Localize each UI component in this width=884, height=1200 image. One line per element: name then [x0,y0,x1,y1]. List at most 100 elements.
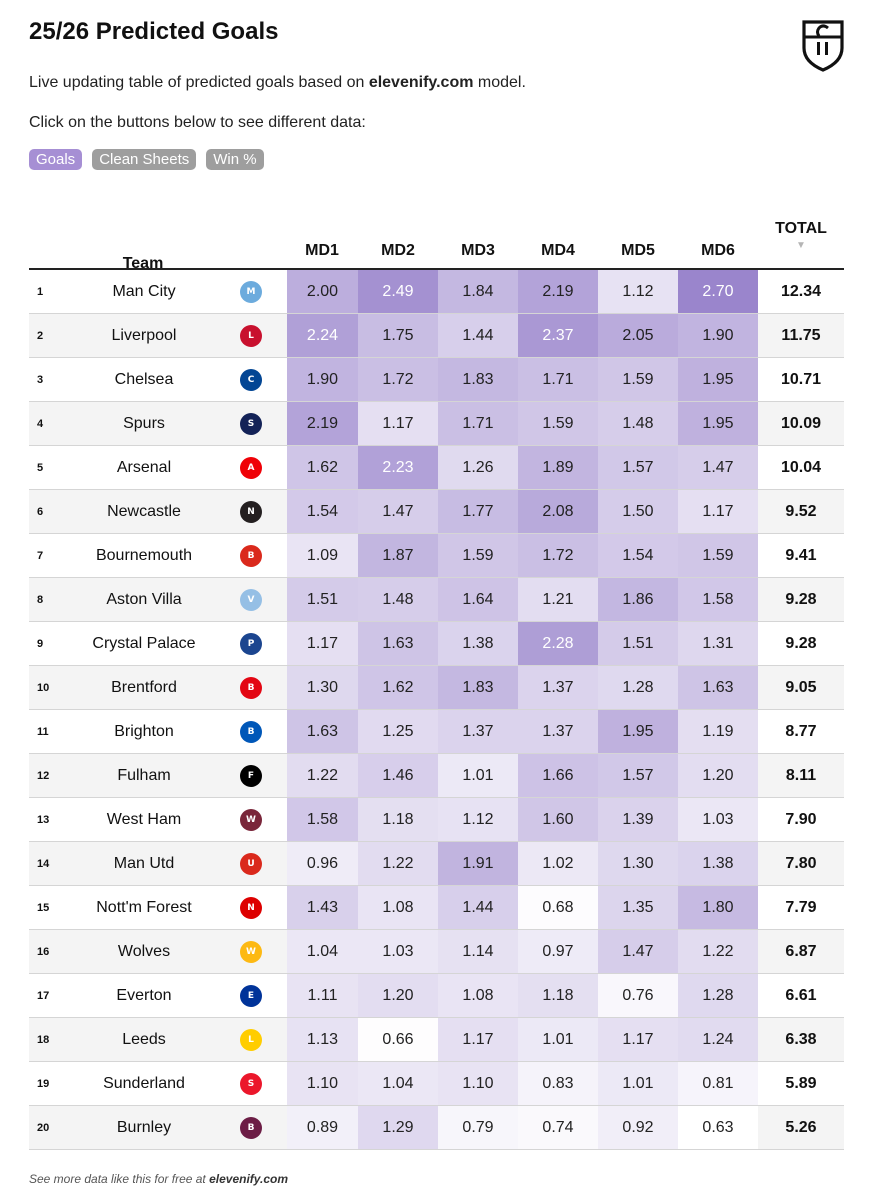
team-crest-icon: P [240,633,262,655]
md3-column-header[interactable]: MD3 [461,242,495,259]
team-crest-icon: V [240,589,262,611]
md4-value-cell: 1.89 [518,446,598,489]
table-row: 13 West Ham W 1.58 1.18 1.12 1.60 1.39 1.03 7.90 [29,798,844,842]
md4-value-cell: 2.08 [518,490,598,533]
team-column-header[interactable]: Team [122,255,164,272]
team-crest-icon: A [240,457,262,479]
team-name-cell: Leeds [122,1031,166,1048]
md3-value-cell: 1.01 [438,754,518,797]
md6-value-cell: 1.95 [678,358,758,401]
footer-note: See more data like this for free at elev… [29,1172,288,1186]
table-row: 4 Spurs S 2.19 1.17 1.71 1.59 1.48 1.95 10.09 [29,402,844,446]
md5-value-cell: 1.28 [598,666,678,709]
md1-value-cell: 1.51 [287,578,358,621]
rank-cell: 3 [37,374,44,386]
md2-value-cell: 1.17 [358,402,438,445]
table-row: 7 Bournemouth B 1.09 1.87 1.59 1.72 1.54 1.59 9.4… [29,534,844,578]
table-row: 12 Fulham F 1.22 1.46 1.01 1.66 1.57 1.20 8.11 [29,754,844,798]
rank-cell: 7 [37,550,44,562]
rank-cell: 10 [37,682,50,694]
md1-value-cell: 1.10 [287,1062,358,1105]
md5-value-cell: 1.50 [598,490,678,533]
table-row: 3 Chelsea C 1.90 1.72 1.83 1.71 1.59 1.95 10.71 [29,358,844,402]
win-percent-button[interactable]: Win % [206,149,264,170]
md1-value-cell: 1.43 [287,886,358,929]
md2-value-cell: 1.03 [358,930,438,973]
md1-value-cell: 2.00 [287,270,358,313]
md6-column-header[interactable]: MD6 [701,242,735,259]
total-value-cell: 11.75 [781,327,821,344]
md1-value-cell: 1.58 [287,798,358,841]
md1-column-header[interactable]: MD1 [305,242,339,259]
md4-column-header[interactable]: MD4 [541,242,575,259]
total-value-cell: 6.38 [785,1031,817,1048]
rank-cell: 13 [37,814,50,826]
subtitle: Live updating table of predicted goals b… [29,74,526,92]
total-value-cell: 8.77 [785,723,817,740]
rank-cell: 18 [37,1034,50,1046]
rank-cell: 4 [37,418,44,430]
total-column-header[interactable]: TOTAL ▼ [758,219,844,253]
md3-value-cell: 1.91 [438,842,518,885]
md2-value-cell: 1.87 [358,534,438,577]
total-value-cell: 6.61 [785,987,817,1004]
footer-site-link[interactable]: elevenify.com [209,1172,289,1186]
md3-value-cell: 1.83 [438,358,518,401]
team-crest-icon: F [240,765,262,787]
md4-value-cell: 1.59 [518,402,598,445]
md2-value-cell: 1.04 [358,1062,438,1105]
md5-value-cell: 1.39 [598,798,678,841]
md5-value-cell: 1.54 [598,534,678,577]
md2-value-cell: 1.29 [358,1106,438,1149]
team-name-cell: Liverpool [111,327,177,344]
md1-value-cell: 2.19 [287,402,358,445]
md6-value-cell: 1.17 [678,490,758,533]
md4-value-cell: 0.68 [518,886,598,929]
clean-sheets-button[interactable]: Clean Sheets [92,149,197,170]
table-header: Team MD1 MD2 MD3 MD4 MD5 MD6 TOTAL ▼ [29,211,844,272]
md5-value-cell: 1.30 [598,842,678,885]
rank-cell: 8 [37,594,44,606]
team-crest-icon: E [240,985,262,1007]
md3-value-cell: 1.38 [438,622,518,665]
md6-value-cell: 1.03 [678,798,758,841]
md1-value-cell: 1.09 [287,534,358,577]
rank-cell: 5 [37,462,44,474]
md2-value-cell: 1.20 [358,974,438,1017]
team-name-cell: Man City [112,283,176,300]
md5-value-cell: 1.59 [598,358,678,401]
table-row: 2 Liverpool L 2.24 1.75 1.44 2.37 2.05 1.90 11.75 [29,314,844,358]
md2-value-cell: 1.22 [358,842,438,885]
md6-value-cell: 1.38 [678,842,758,885]
md6-value-cell: 0.81 [678,1062,758,1105]
md4-value-cell: 1.02 [518,842,598,885]
md2-value-cell: 2.23 [358,446,438,489]
rank-cell: 1 [37,286,44,298]
md5-column-header[interactable]: MD5 [621,242,655,259]
rank-cell: 12 [37,770,50,782]
rank-cell: 20 [37,1122,50,1134]
team-crest-icon: B [240,1117,262,1139]
md5-value-cell: 1.57 [598,754,678,797]
md2-column-header[interactable]: MD2 [381,242,415,259]
team-crest-icon: S [240,413,262,435]
team-crest-icon: U [240,853,262,875]
rank-cell: 2 [37,330,44,342]
md3-value-cell: 1.08 [438,974,518,1017]
table-row: 10 Brentford B 1.30 1.62 1.83 1.37 1.28 1.63 9.05 [29,666,844,710]
rank-cell: 11 [37,726,49,738]
goals-button[interactable]: Goals [29,149,83,170]
rank-cell: 6 [37,506,44,518]
md3-value-cell: 0.79 [438,1106,518,1149]
rank-cell: 14 [37,858,50,870]
md1-value-cell: 1.90 [287,358,358,401]
total-value-cell: 9.52 [785,503,817,520]
md5-value-cell: 1.95 [598,710,678,753]
rank-cell: 16 [37,946,50,958]
md4-value-cell: 0.97 [518,930,598,973]
md3-value-cell: 1.64 [438,578,518,621]
md3-value-cell: 1.17 [438,1018,518,1061]
total-value-cell: 6.87 [785,943,817,960]
team-name-cell: Man Utd [113,855,175,872]
rank-cell: 9 [37,638,44,650]
